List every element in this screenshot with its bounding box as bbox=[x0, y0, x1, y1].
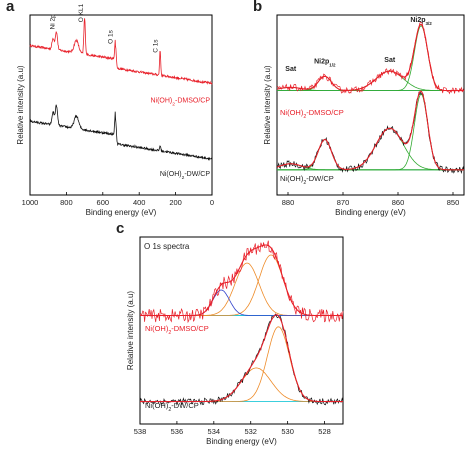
x-tick-label: 532 bbox=[244, 427, 257, 436]
x-tick-label: 528 bbox=[318, 427, 331, 436]
x-axis-label: Binding energy (eV) bbox=[335, 208, 406, 217]
series-label-dw: Ni(OH)2-DW/CP bbox=[280, 174, 334, 186]
series-label-dmso: Ni(OH)2-DMSO/CP bbox=[145, 324, 209, 336]
series-label-dw: Ni(OH)2-DW/CP bbox=[160, 171, 211, 181]
x-tick-label: 536 bbox=[171, 427, 184, 436]
fit-component-dw bbox=[140, 367, 343, 403]
peak-annotation: Ni2p3/2 bbox=[410, 17, 432, 26]
y-axis-label: Relative intensity (a.u) bbox=[16, 65, 25, 144]
plot-frame bbox=[29, 14, 213, 196]
x-axis-label: Binding energy (eV) bbox=[86, 208, 157, 217]
raw-spectrum-dw bbox=[276, 91, 465, 174]
panel-letter: a bbox=[6, 0, 15, 15]
plot-frame bbox=[139, 236, 344, 425]
panel-letter: c bbox=[116, 220, 124, 237]
fit-component-dmso bbox=[276, 87, 464, 91]
fit-envelope-dmso bbox=[140, 244, 343, 317]
x-tick-label: 800 bbox=[60, 198, 73, 207]
fit-component-dw bbox=[277, 93, 464, 171]
x-tick-label: 0 bbox=[210, 198, 214, 207]
panel-letter: b bbox=[253, 0, 262, 15]
x-tick-label: 860 bbox=[392, 198, 405, 207]
chart-title: O 1s spectra bbox=[144, 242, 190, 251]
peak-annotation: O 1s bbox=[107, 29, 114, 43]
x-tick-label: 850 bbox=[447, 198, 460, 207]
series-line-dw bbox=[29, 104, 213, 161]
peak-annotation: O KL1 bbox=[78, 3, 85, 22]
fit-envelope-dw bbox=[276, 90, 464, 171]
peak-annotation: Sat bbox=[285, 66, 297, 73]
fit-component-dmso bbox=[140, 262, 343, 316]
x-axis-label: Binding energy (eV) bbox=[206, 437, 277, 446]
x-tick-label: 870 bbox=[337, 198, 350, 207]
x-tick-label: 538 bbox=[134, 427, 147, 436]
raw-spectrum-dw bbox=[139, 313, 344, 406]
fit-component-dmso bbox=[140, 289, 343, 316]
y-axis-label: Relative intensity (a.u) bbox=[263, 65, 272, 144]
peak-annotation: Ni 2p bbox=[49, 14, 56, 30]
peak-annotation: Ni2p1/2 bbox=[314, 59, 336, 68]
x-tick-label: 880 bbox=[282, 198, 295, 207]
panel-a: 1000 800 600 400 200 0 Binding energy (eV) Rela… bbox=[6, 0, 214, 217]
x-tick-label: 200 bbox=[169, 198, 182, 207]
fit-component-dw bbox=[140, 326, 343, 403]
y-axis-label: Relative intensity (a.u) bbox=[126, 291, 135, 370]
x-tick-label: 1000 bbox=[22, 198, 39, 207]
series-label-dmso: Ni(OH)2-DMSO/CP bbox=[150, 97, 210, 107]
fit-envelope-dw bbox=[140, 314, 343, 403]
series-label-dmso: Ni(OH)2-DMSO/CP bbox=[280, 108, 344, 120]
series-label-dw: Ni(OH)2-DW/CP bbox=[145, 401, 199, 413]
series-line-dmso bbox=[29, 18, 213, 85]
peak-annotation: Sat bbox=[384, 57, 396, 64]
peak-annotation: C 1s bbox=[152, 39, 159, 53]
x-tick-label: 600 bbox=[97, 198, 110, 207]
fit-envelope-dmso bbox=[276, 23, 464, 92]
raw-spectrum-dmso bbox=[139, 240, 344, 324]
x-tick-label: 400 bbox=[133, 198, 146, 207]
panel-c: 538 536 534 532 530 528 Binding energy (eV) Rel… bbox=[116, 220, 344, 446]
plot-frame bbox=[276, 14, 465, 196]
panel-b: 880 870 860 850 Binding energy (eV) Relative … bbox=[253, 0, 465, 217]
x-tick-label: 530 bbox=[281, 427, 294, 436]
x-tick-label: 534 bbox=[208, 427, 221, 436]
